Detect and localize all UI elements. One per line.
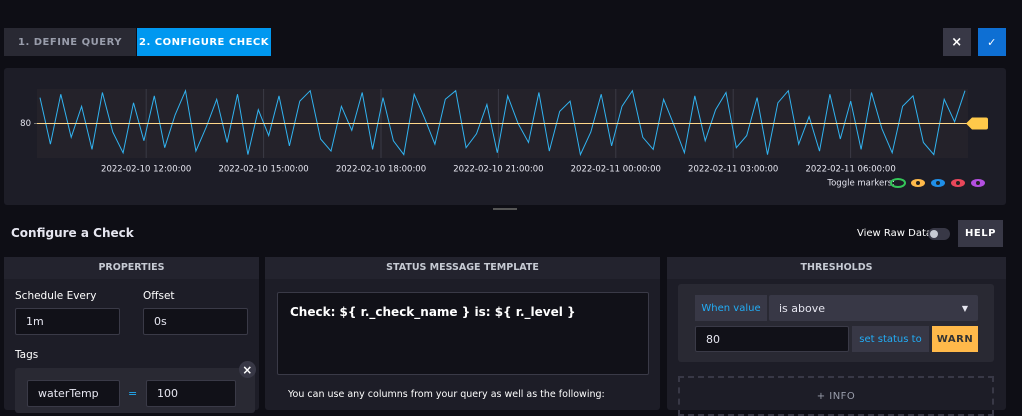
x-tick-label: 2022-02-10 15:00:00 bbox=[218, 165, 308, 175]
x-tick-label: 2022-02-10 18:00:00 bbox=[336, 165, 426, 175]
x-tick-label: 2022-02-10 21:00:00 bbox=[453, 165, 543, 175]
label: Schedule Every bbox=[15, 290, 97, 302]
hint: You can use any columns from your query … bbox=[288, 389, 605, 400]
label: Tags bbox=[15, 349, 39, 361]
operator: = bbox=[128, 387, 138, 400]
x-tick-label: 2022-02-11 00:00:00 bbox=[571, 165, 661, 175]
confirm-button[interactable]: ✓ bbox=[978, 28, 1006, 56]
condition-label: When value bbox=[695, 295, 767, 321]
view-raw-data-label: View Raw Data bbox=[857, 228, 932, 239]
x-tick-label: 2022-02-11 06:00:00 bbox=[805, 165, 895, 175]
input[interactable]: 100 bbox=[146, 380, 236, 407]
thresholds-panel: THRESHOLDS When value is above ▼ 80 set s… bbox=[667, 257, 1006, 416]
input[interactable]: 0s bbox=[143, 308, 248, 335]
level-button[interactable]: WARN bbox=[932, 326, 978, 352]
y-tick-label: 80 bbox=[20, 119, 31, 129]
panel-title: PROPERTIES bbox=[4, 257, 259, 279]
data-line bbox=[39, 88, 966, 157]
set-status-label: set status to bbox=[852, 326, 929, 352]
toggle-markers-label: Toggle markers: bbox=[826, 179, 895, 189]
threshold-handle bbox=[966, 117, 988, 130]
tab[interactable]: 1. DEFINE QUERY bbox=[4, 28, 136, 56]
operator: is above bbox=[779, 301, 826, 315]
add-info-button[interactable]: + INFO bbox=[678, 376, 994, 416]
operator-dropdown[interactable]: is above ▼ bbox=[769, 295, 978, 321]
input[interactable]: 1m bbox=[15, 308, 120, 335]
template-input[interactable]: Check: ${ r._check_name } is: ${ r._leve… bbox=[277, 292, 649, 375]
threshold-input[interactable]: 80 bbox=[695, 326, 849, 352]
properties-panel: PROPERTIES Schedule Every 1m Offset 0s T… bbox=[4, 257, 259, 413]
tab[interactable]: 2. CONFIGURE CHECK bbox=[137, 28, 271, 56]
section-title: Configure a Check bbox=[11, 226, 134, 240]
chart: Toggle markers: 2022-02-10 12:00:00 2022-… bbox=[20, 88, 988, 210]
help-button[interactable]: HELP bbox=[958, 220, 1003, 247]
resize-handle[interactable] bbox=[493, 208, 517, 210]
x-tick-label: 2022-02-10 12:00:00 bbox=[101, 165, 191, 175]
input[interactable]: waterTemp bbox=[27, 380, 120, 407]
status-panel: STATUS MESSAGE TEMPLATE Check: ${ r._che… bbox=[265, 257, 660, 410]
marker-toggles[interactable] bbox=[890, 178, 985, 188]
remove-button[interactable]: × bbox=[239, 361, 256, 378]
label: Offset bbox=[143, 290, 175, 302]
toggle[interactable] bbox=[928, 228, 950, 240]
close-button[interactable]: × bbox=[943, 28, 971, 56]
panel-title: STATUS MESSAGE TEMPLATE bbox=[265, 257, 660, 279]
panel-title: THRESHOLDS bbox=[667, 257, 1006, 279]
x-tick-label: 2022-02-11 03:00:00 bbox=[688, 165, 778, 175]
